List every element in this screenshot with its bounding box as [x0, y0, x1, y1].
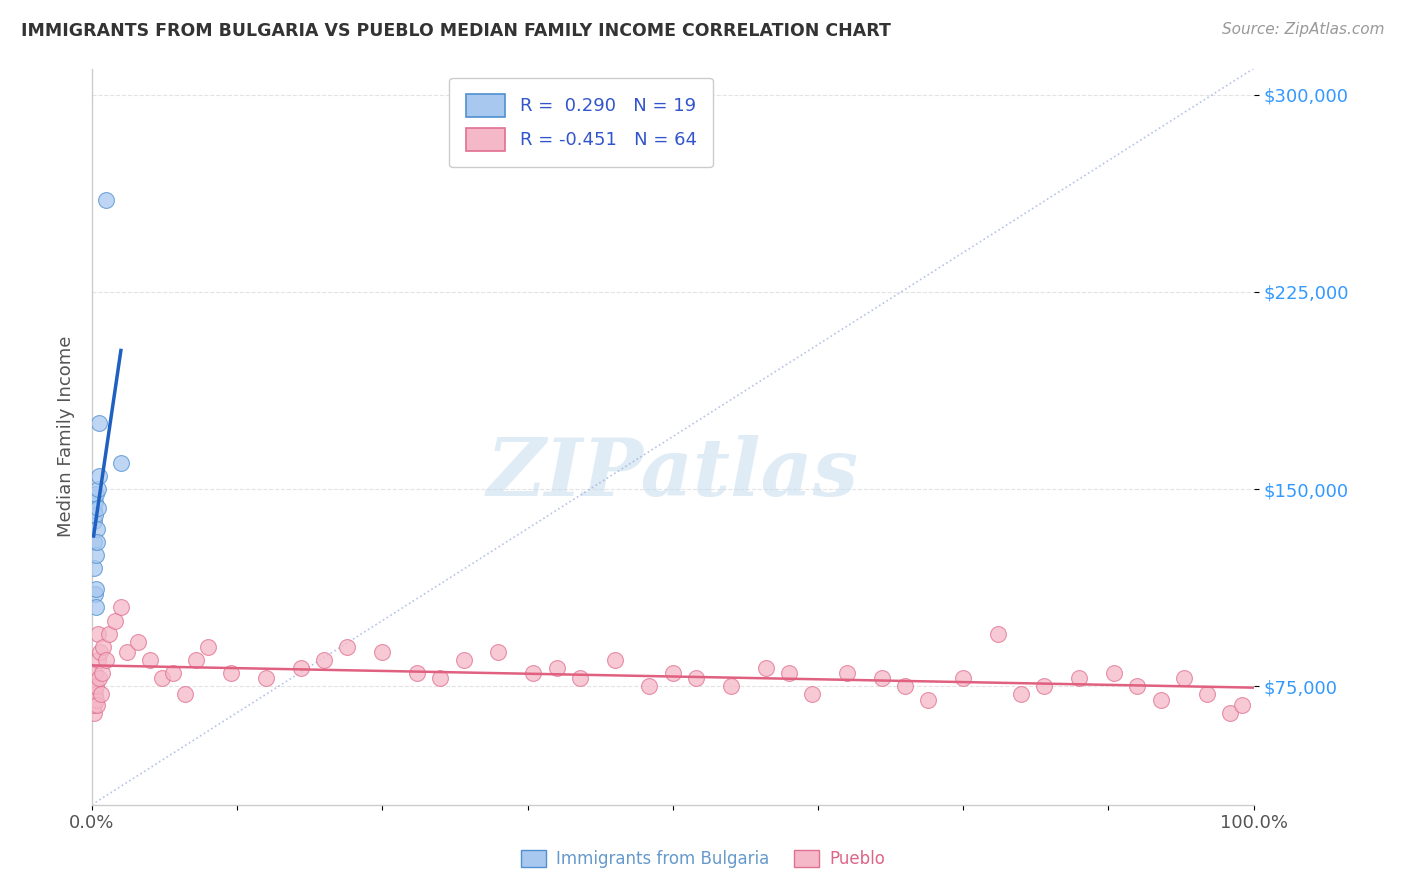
Point — [894, 679, 917, 693]
Point — [83, 503, 105, 517]
Point — [314, 653, 336, 667]
Point — [90, 687, 112, 701]
Point — [755, 661, 778, 675]
Point — [83, 706, 105, 720]
Point — [84, 587, 107, 601]
Point — [139, 653, 162, 667]
Point — [197, 640, 219, 654]
Point — [84, 548, 107, 562]
Point — [801, 687, 824, 701]
Point — [89, 469, 111, 483]
Point — [87, 417, 110, 431]
Point — [83, 666, 105, 681]
Point — [835, 666, 858, 681]
Point — [83, 561, 105, 575]
Point — [84, 687, 107, 701]
Point — [1126, 679, 1149, 693]
Point — [91, 666, 114, 681]
Point — [453, 653, 475, 667]
Point — [98, 627, 121, 641]
Point — [110, 456, 132, 470]
Point — [86, 534, 108, 549]
Point — [1033, 679, 1056, 693]
Point — [83, 514, 105, 528]
Point — [127, 634, 149, 648]
Point — [952, 672, 974, 686]
Point — [83, 698, 105, 712]
Point — [429, 672, 451, 686]
Point — [150, 672, 173, 686]
Point — [104, 614, 127, 628]
Text: IMMIGRANTS FROM BULGARIA VS PUEBLO MEDIAN FAMILY INCOME CORRELATION CHART: IMMIGRANTS FROM BULGARIA VS PUEBLO MEDIA… — [21, 22, 891, 40]
Point — [86, 582, 108, 596]
Point — [110, 600, 132, 615]
Point — [488, 645, 510, 659]
Point — [173, 687, 195, 701]
Point — [1173, 672, 1195, 686]
Legend: Immigrants from Bulgaria, Pueblo: Immigrants from Bulgaria, Pueblo — [515, 843, 891, 875]
Point — [83, 495, 105, 509]
Point — [720, 679, 742, 693]
Text: ZIPatlas: ZIPatlas — [486, 434, 859, 512]
Point — [87, 653, 110, 667]
Point — [83, 534, 105, 549]
Point — [406, 666, 429, 681]
Point — [86, 500, 108, 515]
Point — [1150, 692, 1173, 706]
Point — [86, 627, 108, 641]
Point — [93, 640, 115, 654]
Point — [82, 679, 104, 693]
Point — [522, 666, 544, 681]
Point — [603, 653, 626, 667]
Point — [254, 672, 277, 686]
Point — [1197, 687, 1219, 701]
Point — [115, 645, 138, 659]
Point — [86, 522, 108, 536]
Point — [162, 666, 184, 681]
Point — [336, 640, 359, 654]
Point — [84, 692, 107, 706]
Point — [987, 627, 1010, 641]
Legend: R =  0.290   N = 19, R = -0.451   N = 64: R = 0.290 N = 19, R = -0.451 N = 64 — [450, 78, 713, 168]
Point — [638, 679, 661, 693]
Point — [87, 672, 110, 686]
Point — [186, 653, 208, 667]
Point — [84, 600, 107, 615]
Point — [685, 672, 707, 686]
Point — [89, 645, 111, 659]
Point — [219, 666, 242, 681]
Point — [917, 692, 939, 706]
Point — [94, 193, 117, 207]
Point — [1010, 687, 1032, 701]
Point — [870, 672, 893, 686]
Point — [568, 672, 591, 686]
Point — [86, 698, 108, 712]
Text: Source: ZipAtlas.com: Source: ZipAtlas.com — [1222, 22, 1385, 37]
Point — [290, 661, 312, 675]
Point — [371, 645, 394, 659]
Point — [94, 653, 117, 667]
Point — [661, 666, 683, 681]
Point — [1219, 706, 1241, 720]
Point — [778, 666, 800, 681]
Point — [87, 482, 110, 496]
Point — [84, 487, 107, 501]
Point — [1069, 672, 1091, 686]
Point — [1230, 698, 1253, 712]
Y-axis label: Median Family Income: Median Family Income — [58, 336, 75, 537]
Point — [1102, 666, 1125, 681]
Point — [86, 679, 108, 693]
Point — [546, 661, 568, 675]
Point — [84, 508, 107, 523]
